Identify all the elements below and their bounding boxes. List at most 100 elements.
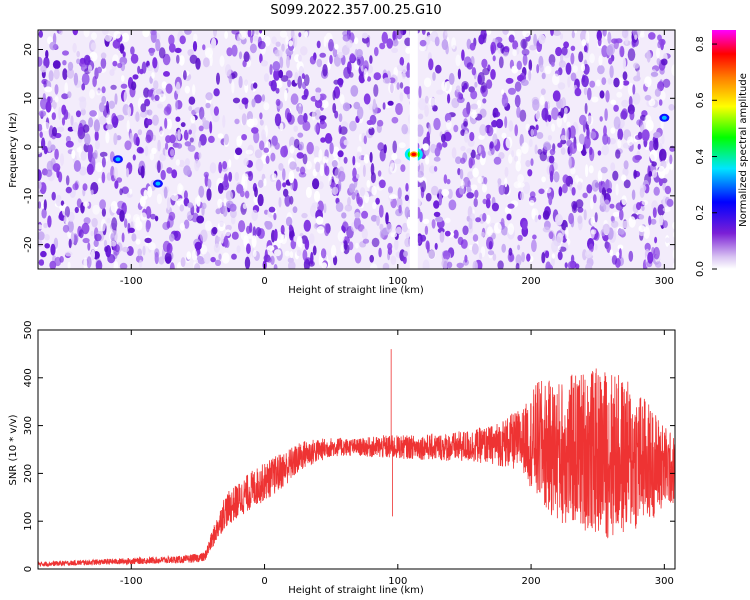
heatmap-speckle [434,242,438,250]
heatmap-speckle [133,133,139,146]
heatmap-speckle [647,251,654,264]
heatmap-speckle [400,164,406,173]
heatmap-speckle [569,125,576,139]
heatmap-speckle [54,84,59,95]
figure-title: S099.2022.357.00.25.G10 [270,3,441,18]
heatmap-speckle [285,216,293,227]
heatmap-speckle [448,199,457,211]
heatmap-speckle [290,239,297,250]
heatmap-speckle [372,98,376,110]
heatmap-speckle [341,212,347,219]
heatmap-speckle [457,91,462,100]
heatmap-speckle [542,226,551,233]
heatmap-speckle [460,157,466,164]
heatmap-speckle [247,233,254,239]
heatmap-speckle [331,160,338,168]
heatmap-speckle [289,161,297,170]
heatmap-speckle [583,209,587,221]
heatmap-speckle [486,125,494,137]
heatmap-speckle [80,150,87,161]
heatmap-speckle [370,163,375,176]
heatmap-speckle [550,30,554,37]
heatmap-speckle [50,144,56,151]
x-tick-label: 0 [261,576,267,587]
heatmap-speckle [63,215,68,224]
heatmap-speckle [273,228,278,242]
heatmap-speckle [492,133,498,146]
heatmap-speckle [281,43,285,52]
heatmap-speckle [547,114,552,123]
heatmap-speckle [338,113,343,123]
heatmap-speckle [615,38,623,44]
heatmap-speckle [466,62,474,70]
heatmap-speckle [404,37,412,47]
heatmap-speckle [482,212,487,222]
heatmap-speckle [62,224,70,233]
heatmap-speckle [40,65,47,73]
heatmap-speckle [516,105,521,118]
heatmap-speckle [431,185,439,196]
heatmap-speckle [582,192,588,199]
heatmap-speckle [309,205,317,217]
heatmap-speckle [446,119,452,130]
heatmap-speckle [147,90,153,98]
heatmap-speckle [418,98,427,111]
heatmap-speckle [89,89,95,99]
heatmap-speckle [438,188,443,195]
heatmap-speckle [110,233,115,241]
heatmap-speckle [444,217,451,224]
heatmap-speckle [617,228,625,235]
heatmap-speckle [548,155,555,164]
y-tick-label: 100 [23,512,34,531]
heatmap-speckle [392,140,398,154]
heatmap-speckle [539,64,544,73]
heatmap-speckle [114,93,118,105]
heatmap-speckle [585,263,593,269]
heatmap-speckle [72,183,79,191]
heatmap-speckle [504,116,508,129]
heatmap-speckle [462,176,470,188]
heatmap-speckle [398,142,406,149]
heatmap-speckle [273,264,278,269]
heatmap-speckle [151,72,155,79]
heatmap-speckle [666,198,674,207]
heatmap-speckle [332,90,336,101]
heatmap-speckle [628,216,636,228]
heatmap-speckle [180,257,186,268]
heatmap-speckle [474,189,479,199]
heatmap-speckle [650,71,659,77]
heatmap-speckle [64,251,73,257]
heatmap-speckle [296,235,303,248]
heatmap-speckle [549,164,555,177]
heatmap-speckle [388,82,395,94]
heatmap-speckle [470,149,476,159]
heatmap-speckle [498,152,505,160]
heatmap-speckle [453,229,459,239]
heatmap-speckle [396,82,400,90]
heatmap-speckle [213,88,220,97]
snr-y-axis-label: SNR (10 * v/v) [8,414,19,485]
heatmap-speckle [284,194,291,207]
heatmap-speckle [247,30,252,38]
heatmap-speckle [395,103,403,115]
heatmap-speckle [93,239,99,248]
heatmap-speckle [588,165,594,174]
heatmap-speckle [241,134,248,141]
heatmap-speckle [313,190,321,203]
heatmap-speckle [121,246,130,253]
heatmap-speckle [184,85,190,94]
heatmap-speckle [649,149,658,162]
heatmap-speckle [672,262,675,269]
heatmap-speckle [314,99,323,109]
heatmap-speckle [621,99,629,108]
heatmap-speckle [560,135,567,141]
heatmap-speckle [183,190,188,200]
heatmap-speckle [82,201,90,207]
heatmap-speckle [119,262,128,269]
heatmap-speckle [270,79,277,92]
heatmap-speckle [287,79,292,88]
heatmap-speckle [545,261,551,269]
heatmap-speckle [216,72,220,85]
heatmap-speckle [114,180,119,189]
heatmap-speckle [271,36,277,45]
